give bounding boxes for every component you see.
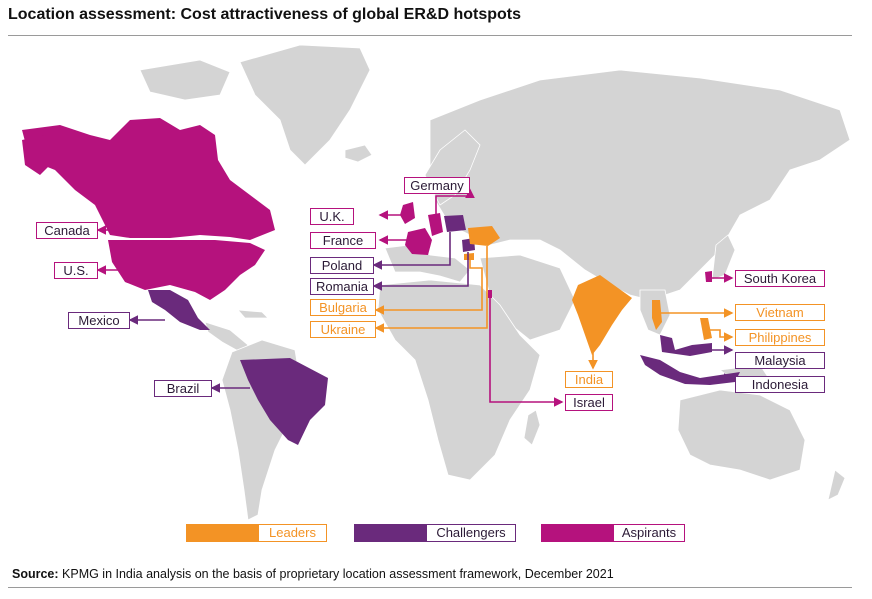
legend-leaders-label: Leaders [269, 525, 316, 540]
legend-aspirants: Aspirants [541, 524, 685, 542]
poland-shape [444, 215, 466, 232]
label-france: France [310, 232, 376, 249]
israel-connector [489, 298, 564, 407]
land-masses [139, 44, 851, 521]
alaska-shape [22, 135, 55, 175]
uk-shape [400, 202, 415, 224]
ukraine-shape [468, 226, 500, 246]
label-romania: Romania [310, 278, 374, 295]
bulgaria-shape [464, 253, 474, 260]
source-text: KPMG in India analysis on the basis of p… [58, 567, 614, 581]
label-philippines: Philippines [735, 329, 825, 346]
romania-connector [372, 252, 469, 291]
israel-shape [488, 290, 492, 298]
legend-challengers-swatch [355, 525, 427, 541]
bulgaria-connector [374, 258, 483, 315]
indonesia-shape [640, 355, 740, 385]
india-shape [572, 275, 632, 355]
legend-challengers-label: Challengers [436, 525, 506, 540]
germany-shape [428, 213, 443, 236]
label-south-korea: South Korea [735, 270, 825, 287]
label-vietnam: Vietnam [735, 304, 825, 321]
aspirants-regions [22, 118, 712, 300]
label-poland: Poland [310, 257, 374, 274]
philippines-connector [706, 329, 734, 342]
greenland-shape [239, 44, 371, 166]
legend-aspirants-swatch [542, 525, 614, 541]
connector-lines [96, 188, 734, 407]
south-korea-shape [705, 271, 712, 282]
poland-connector [372, 232, 451, 270]
arctic-islands-shape [139, 59, 231, 101]
source-prefix: Source: [12, 567, 59, 581]
label-israel: Israel [565, 394, 613, 411]
source-note: Source: KPMG in India analysis on the ba… [12, 567, 614, 581]
challengers-regions [148, 215, 740, 445]
legend-aspirants-label: Aspirants [621, 525, 677, 540]
brazil-shape [240, 358, 328, 445]
label-canada: Canada [36, 222, 98, 239]
title-divider [8, 35, 852, 36]
france-shape [405, 228, 432, 255]
legend-challengers: Challengers [354, 524, 516, 542]
ukraine-connector [374, 246, 488, 333]
mexico-shape [148, 290, 210, 330]
label-malaysia: Malaysia [735, 352, 825, 369]
africa-shape [377, 279, 541, 481]
australia-shape [677, 389, 806, 481]
germany-connector [435, 188, 475, 220]
label-ukraine: Ukraine [310, 321, 376, 338]
leaders-regions [464, 226, 712, 355]
label-india: India [565, 371, 613, 388]
legend-leaders: Leaders [186, 524, 327, 542]
canada-shape [22, 118, 275, 240]
central-america-shape [204, 321, 249, 353]
footer-divider [8, 587, 852, 588]
label-germany: Germany [404, 177, 470, 194]
philippines-shape [700, 318, 712, 340]
japan-shape [711, 234, 736, 281]
page-title: Location assessment: Cost attractiveness… [8, 6, 521, 23]
label-us: U.S. [54, 262, 98, 279]
legend-leaders-swatch [187, 525, 259, 541]
label-brazil: Brazil [154, 380, 212, 397]
malaysia-shape [660, 335, 712, 356]
us-shape [108, 240, 265, 300]
vietnam-shape [652, 300, 662, 330]
label-mexico: Mexico [68, 312, 130, 329]
label-bulgaria: Bulgaria [310, 299, 376, 316]
label-indonesia: Indonesia [735, 376, 825, 393]
label-uk: U.K. [310, 208, 354, 225]
